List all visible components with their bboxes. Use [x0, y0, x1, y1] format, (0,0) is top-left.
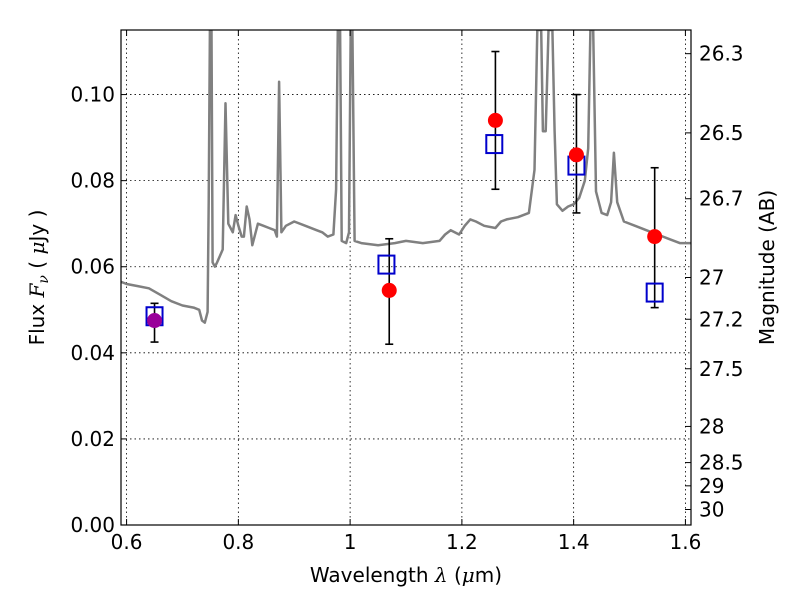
right-tick-label: 28	[699, 414, 724, 438]
x-tick-label: 0.8	[222, 530, 254, 554]
x-tick-label: 1.4	[558, 530, 590, 554]
y-tick-label: 0.08	[70, 169, 115, 193]
observed-point	[568, 147, 584, 163]
x-tick-label: 1	[344, 530, 357, 554]
y-tick-label: 0.00	[70, 513, 115, 537]
right-tick-label: 26.7	[699, 187, 744, 211]
right-tick-label: 26.3	[699, 42, 744, 66]
right-tick-label: 30	[699, 498, 724, 522]
plot-frame	[120, 29, 692, 526]
grid-lines	[121, 30, 691, 526]
y-tick-label: 0.02	[70, 427, 115, 451]
model-photometry-square	[645, 282, 664, 303]
right-tick-label: 27	[699, 266, 724, 290]
y-tick-label: 0.06	[70, 255, 115, 279]
observed-point	[647, 229, 663, 245]
y-tick-label: 0.04	[70, 341, 115, 365]
x-axis-label: Wavelength λ (μm)	[310, 563, 502, 587]
observed-point	[381, 282, 397, 298]
right-tick-label: 26.5	[699, 121, 744, 145]
x-axis: 0.6 0.8 1 1.2 1.4 1.6	[111, 30, 702, 554]
model-photometry-square	[485, 134, 504, 155]
observed-point-optical	[147, 313, 163, 329]
right-axis-label: Magnitude (AB)	[755, 190, 779, 345]
right-tick-label: 27.2	[699, 307, 744, 331]
observed-point	[487, 112, 503, 128]
right-tick-label: 29	[699, 474, 724, 498]
model-spectrum-line	[121, 30, 691, 324]
y-axis-left: 0.00 0.02 0.04 0.06 0.08 0.10	[70, 83, 127, 537]
x-tick-label: 1.2	[446, 530, 478, 554]
x-tick-label: 1.6	[670, 530, 702, 554]
plot-area	[121, 30, 691, 346]
right-tick-label: 27.5	[699, 357, 744, 381]
y-tick-label: 0.10	[70, 83, 115, 107]
x-tick-label: 0.6	[111, 530, 143, 554]
right-tick-label: 28.5	[699, 451, 744, 475]
y-axis-label: Flux Fν ( μJy )	[25, 210, 52, 346]
model-photometry-square	[377, 254, 396, 275]
